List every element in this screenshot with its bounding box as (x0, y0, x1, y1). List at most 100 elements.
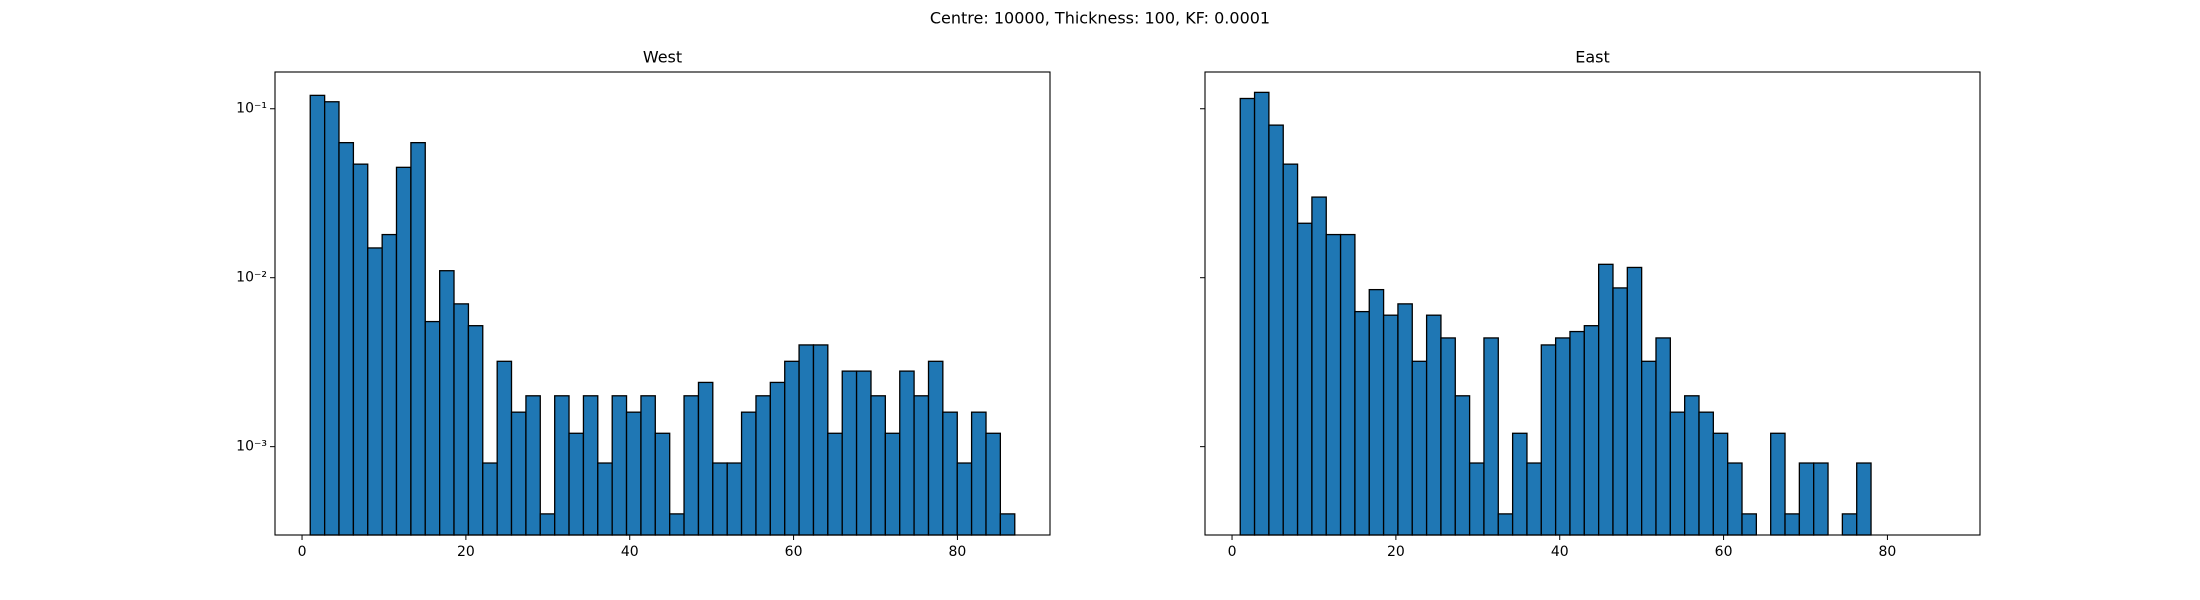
bar (1554, 337, 1571, 536)
bar (899, 370, 915, 536)
bar (1856, 462, 1872, 536)
x-tick-label: 0 (1228, 544, 1237, 560)
bar (1684, 395, 1700, 536)
bar (669, 513, 685, 536)
bar (1239, 97, 1256, 536)
figure-title: Centre: 10000, Thickness: 100, KF: 0.000… (930, 9, 1270, 28)
bar (697, 381, 714, 536)
bar (611, 395, 628, 536)
x-tick-label: 80 (949, 544, 967, 560)
bar (554, 395, 570, 536)
bar (381, 233, 398, 536)
bar (439, 270, 455, 536)
bar (1770, 432, 1786, 536)
bar (1813, 462, 1829, 536)
bar (970, 411, 987, 536)
bar (1296, 222, 1313, 536)
bar (784, 360, 800, 536)
bar (1483, 337, 1499, 536)
bar (1311, 196, 1327, 536)
bar (410, 141, 426, 536)
bar (1511, 432, 1528, 536)
axes-title: East (1575, 48, 1610, 67)
bar (1468, 462, 1485, 536)
bar (1798, 462, 1815, 536)
bar (1382, 314, 1399, 536)
bar (1454, 395, 1471, 536)
y-tick-label: 10⁻¹ (236, 101, 267, 117)
bar (467, 325, 484, 536)
bar (1641, 360, 1657, 536)
bar (1282, 163, 1299, 536)
bar (338, 141, 355, 536)
bar (1540, 344, 1557, 536)
bar (985, 432, 1002, 536)
x-tick-label: 40 (621, 544, 639, 560)
bar (1411, 360, 1428, 536)
x-tick-label: 60 (1715, 544, 1733, 560)
bar (309, 94, 326, 536)
bar (568, 432, 585, 536)
bar (913, 395, 930, 536)
bar (625, 411, 642, 536)
bar (927, 360, 944, 536)
y-tick-label: 10⁻² (236, 270, 267, 286)
bar (597, 462, 613, 536)
bar (1569, 330, 1585, 536)
bar (798, 344, 815, 536)
bar (1325, 233, 1342, 536)
bar (1583, 325, 1600, 536)
bar (323, 101, 340, 536)
bar (496, 360, 513, 536)
bar (1526, 462, 1542, 536)
bar (1425, 314, 1442, 536)
bar (482, 462, 498, 536)
bar (769, 381, 786, 536)
y-tick-label: 10⁻³ (236, 439, 267, 455)
bar (525, 395, 541, 536)
bar (1368, 288, 1385, 536)
bar (1669, 411, 1686, 536)
axes-title: West (643, 48, 682, 67)
x-tick-label: 40 (1551, 544, 1569, 560)
bar (1698, 411, 1714, 536)
bar (395, 166, 412, 536)
bar (956, 462, 973, 536)
x-tick-label: 20 (1387, 544, 1405, 560)
bar (726, 462, 743, 536)
bar (1354, 310, 1370, 536)
bar (1741, 513, 1757, 536)
bar (1655, 337, 1671, 536)
bar (1626, 266, 1643, 536)
bar (740, 411, 757, 536)
bar (453, 303, 470, 536)
bar (1612, 287, 1628, 536)
bar (755, 395, 771, 536)
bar (1497, 513, 1514, 536)
bar (841, 370, 858, 536)
bar (539, 513, 556, 536)
bar (1597, 263, 1614, 536)
bar (424, 320, 441, 536)
x-tick-label: 20 (457, 544, 475, 560)
bar (1712, 432, 1729, 536)
bar (1268, 124, 1284, 536)
x-tick-label: 60 (785, 544, 803, 560)
bar (640, 395, 656, 536)
bar (855, 370, 872, 536)
bar (1727, 462, 1743, 536)
bar (367, 247, 383, 536)
bar (1339, 233, 1356, 536)
bar (1253, 91, 1270, 536)
bar (510, 411, 527, 536)
bar (654, 432, 671, 536)
bar (712, 462, 728, 536)
bar (870, 395, 886, 536)
bar (827, 432, 843, 536)
x-tick-label: 0 (298, 544, 307, 560)
bar (352, 163, 369, 536)
bar (812, 344, 829, 536)
bar (999, 513, 1016, 536)
bar (1841, 513, 1858, 536)
